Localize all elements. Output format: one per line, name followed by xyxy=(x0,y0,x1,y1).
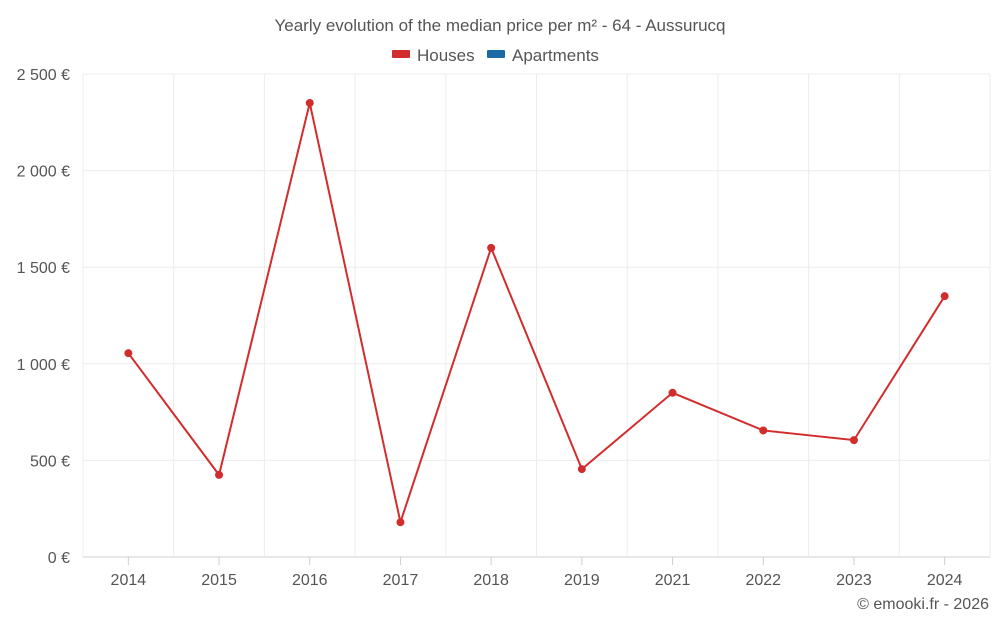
legend-swatch-houses xyxy=(392,50,410,58)
series-houses xyxy=(124,98,949,527)
legend-item-apartments[interactable]: Apartments xyxy=(487,46,599,65)
series-line-houses xyxy=(127,102,946,527)
grid xyxy=(82,73,991,558)
y-tick-label: 1 000 € xyxy=(17,357,70,374)
data-point-houses[interactable] xyxy=(759,426,768,435)
data-point-houses[interactable] xyxy=(215,470,224,479)
data-point-houses[interactable] xyxy=(124,349,133,358)
y-tick-label: 2 500 € xyxy=(17,67,70,84)
x-tick-label: 2018 xyxy=(473,572,509,589)
data-point-houses[interactable] xyxy=(940,292,949,301)
x-tick-label: 2017 xyxy=(383,572,419,589)
x-tick-label: 2019 xyxy=(564,572,600,589)
x-tick-label: 2015 xyxy=(201,572,237,589)
legend-swatch-apartments xyxy=(487,50,505,58)
y-tick-label: 500 € xyxy=(30,453,70,470)
x-tick-label: 2016 xyxy=(292,572,328,589)
data-point-houses[interactable] xyxy=(668,388,677,397)
data-point-houses[interactable] xyxy=(577,465,586,474)
data-point-houses[interactable] xyxy=(396,518,405,527)
y-axis-ticks: 0 € 500 € 1 000 € 1 500 € 2 000 € 2 500 € xyxy=(17,67,70,567)
data-point-houses[interactable] xyxy=(305,98,314,107)
legend-item-houses[interactable]: Houses xyxy=(392,46,475,65)
x-tick-label: 2022 xyxy=(745,572,781,589)
chart-title: Yearly evolution of the median price per… xyxy=(274,16,725,35)
data-point-houses[interactable] xyxy=(849,436,858,445)
x-tick-label: 2023 xyxy=(836,572,872,589)
y-tick-label: 0 € xyxy=(48,550,70,567)
x-tick-label: 2021 xyxy=(655,572,691,589)
y-tick-label: 2 000 € xyxy=(17,164,70,181)
x-tick-label: 2014 xyxy=(111,572,147,589)
legend-label-apartments: Apartments xyxy=(512,46,599,65)
data-point-houses[interactable] xyxy=(487,243,496,252)
legend: Houses Apartments xyxy=(392,46,599,65)
x-tick-label: 2024 xyxy=(927,572,963,589)
legend-label-houses: Houses xyxy=(417,46,475,65)
credit-text: © emooki.fr - 2026 xyxy=(857,596,989,613)
x-axis-ticks: 2014 2015 2016 2017 2018 2019 2021 2022 2023 2024 xyxy=(111,557,963,589)
y-tick-label: 1 500 € xyxy=(17,260,70,277)
